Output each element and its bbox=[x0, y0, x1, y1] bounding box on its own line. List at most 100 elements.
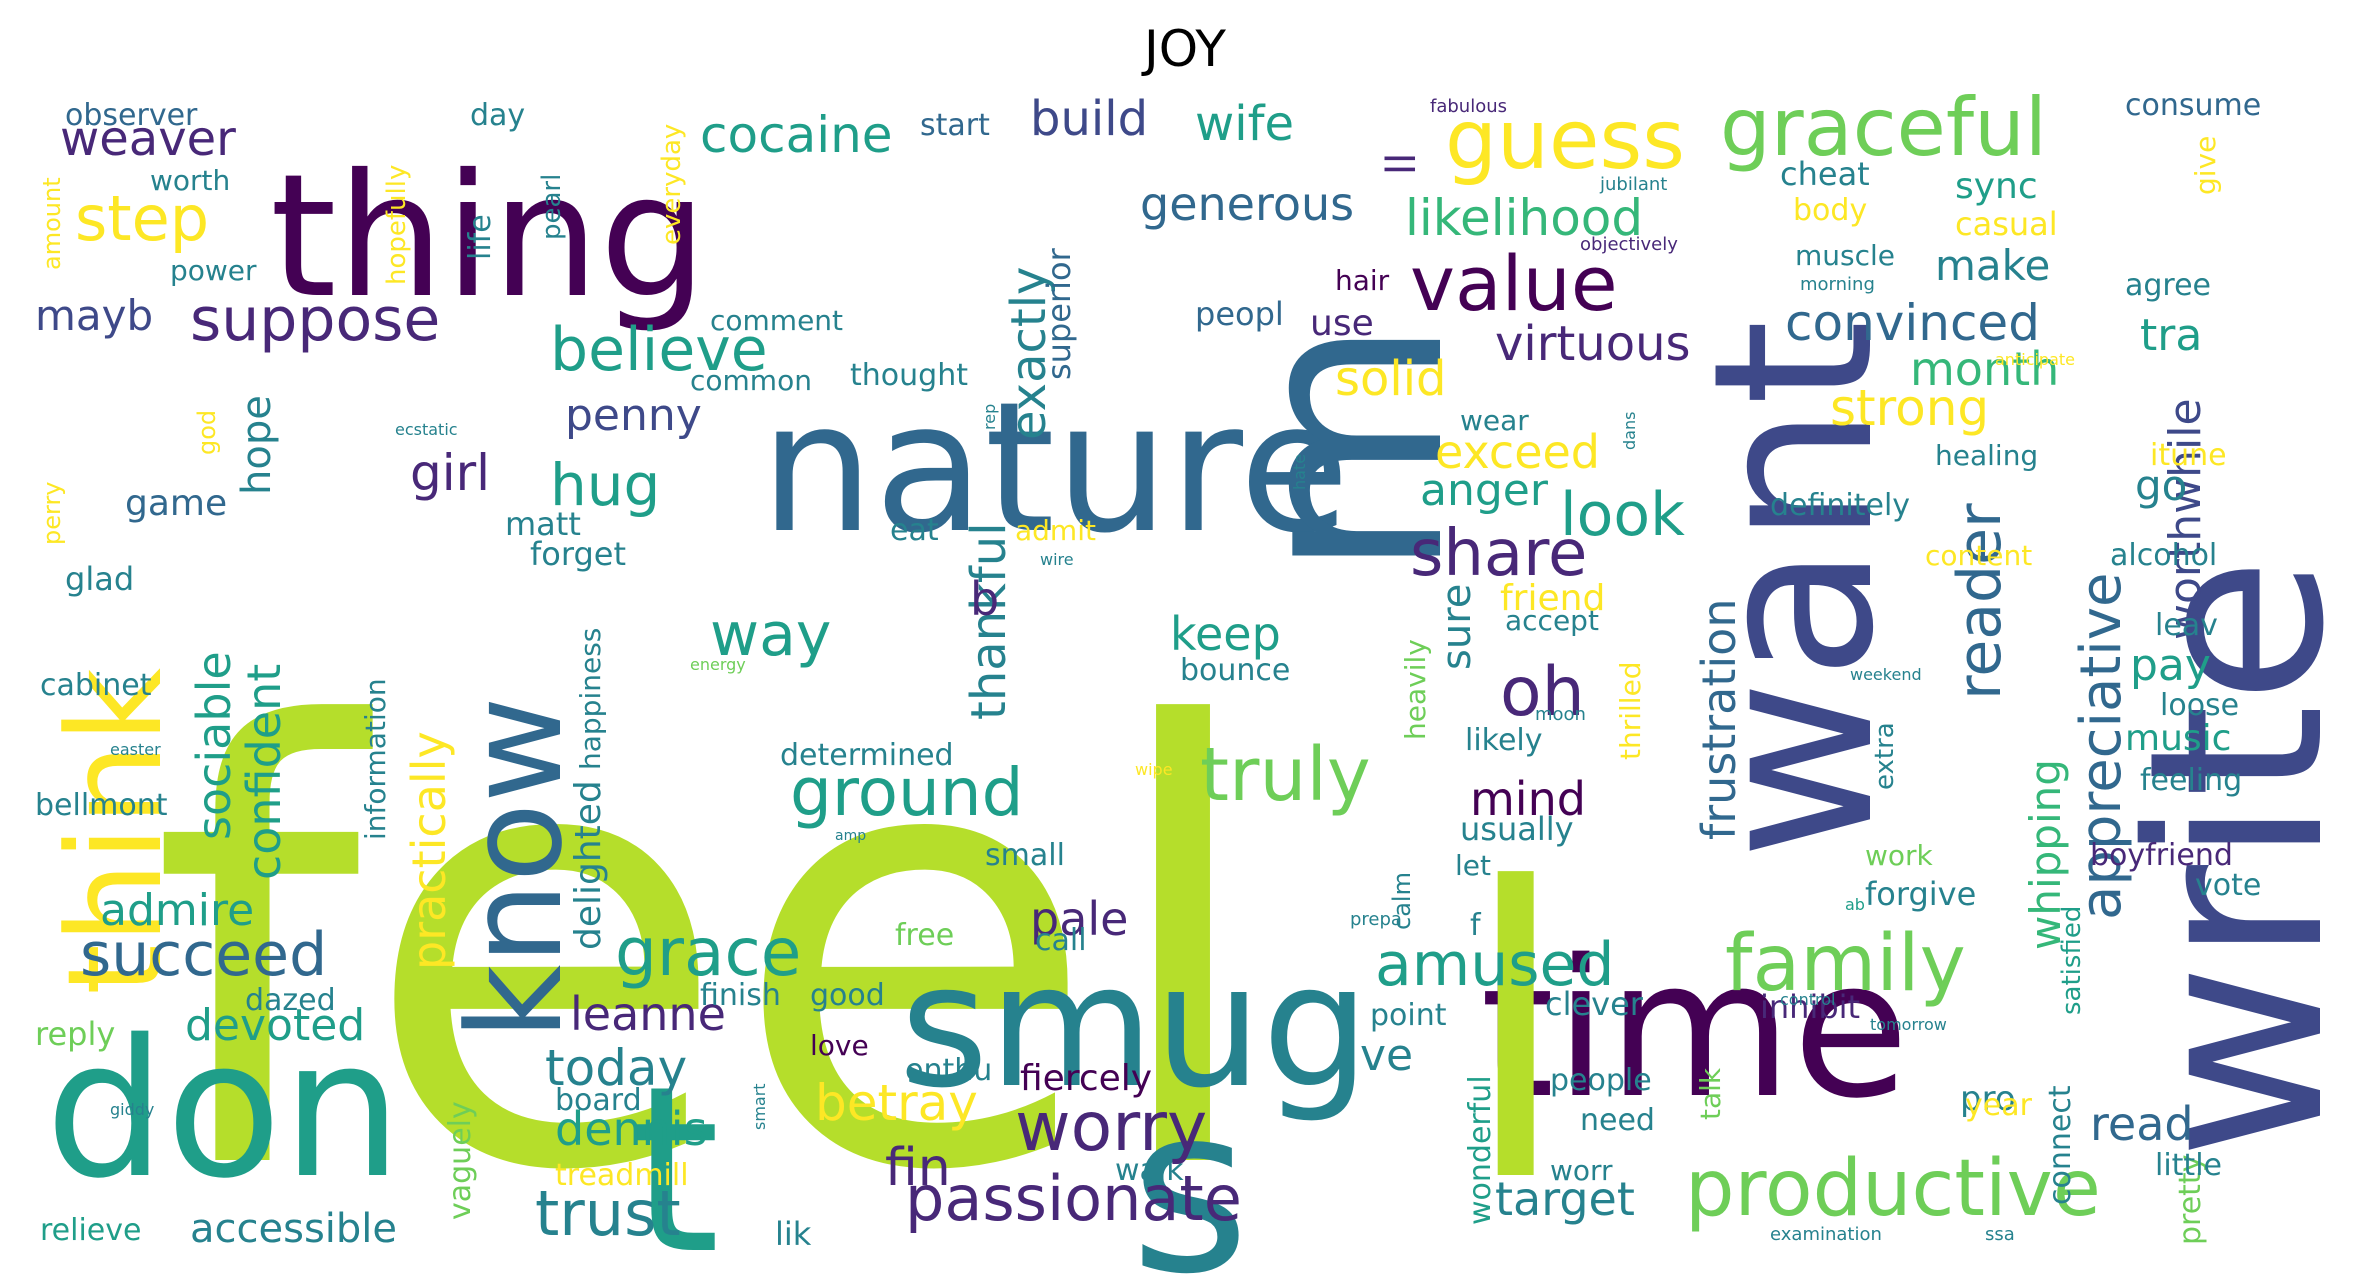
word-start: start bbox=[920, 108, 990, 143]
word-observer: observer bbox=[65, 98, 198, 133]
word-extra: extra bbox=[1870, 722, 1900, 790]
word-sure: sure bbox=[1434, 584, 1480, 670]
word-boyfriend: boyfriend bbox=[2090, 838, 2233, 873]
word-smug: smug bbox=[900, 928, 1370, 1126]
word-accessible: accessible bbox=[190, 1206, 397, 1252]
word-vaguely: vaguely bbox=[443, 1101, 478, 1220]
word-b: b bbox=[970, 572, 999, 626]
word-agree: agree bbox=[2125, 268, 2211, 303]
word-tra: tra bbox=[2140, 310, 2202, 361]
word-delighted: delighted bbox=[568, 780, 609, 950]
word-hate: hate bbox=[1290, 454, 1309, 490]
word-make: make bbox=[1935, 241, 2050, 290]
word-cheat: cheat bbox=[1780, 155, 1870, 193]
word-game: game bbox=[125, 483, 227, 524]
word-generous: generous bbox=[1140, 177, 1354, 231]
word-clever: clever bbox=[1545, 985, 1644, 1023]
word-want: want bbox=[1666, 320, 1922, 860]
word-everyday: everyday bbox=[657, 124, 687, 245]
word-sociable: sociable bbox=[187, 651, 241, 840]
word-confident: confident bbox=[237, 664, 291, 880]
word-mind: mind bbox=[1470, 772, 1586, 826]
word-hug: hug bbox=[550, 451, 660, 519]
word-power: power bbox=[170, 254, 257, 287]
word-hair: hair bbox=[1335, 264, 1390, 297]
word-consume: consume bbox=[2125, 88, 2261, 123]
word-appreciative: appreciative bbox=[2069, 573, 2134, 920]
word-worthwhile: worthwhile bbox=[2160, 398, 2211, 640]
word-time: time bbox=[1480, 919, 1909, 1140]
word-perry: perry bbox=[38, 481, 66, 545]
word-thought: thought bbox=[850, 358, 968, 393]
word-share: share bbox=[1410, 517, 1587, 591]
word-information: information bbox=[359, 678, 392, 840]
word-worth: worth bbox=[150, 164, 230, 197]
word-frustration: frustration bbox=[1692, 599, 1746, 840]
word-hope: hope bbox=[234, 395, 280, 495]
word-dans: dans bbox=[1620, 412, 1639, 450]
word-betray: betray bbox=[815, 1074, 978, 1132]
word-god: god bbox=[193, 410, 221, 455]
chart-title: JOY bbox=[1144, 20, 1226, 78]
word-energy: energy bbox=[690, 655, 746, 674]
word-admire: admire bbox=[100, 885, 254, 936]
word-morning: morning bbox=[1800, 274, 1875, 295]
word-weaver: weaver bbox=[60, 111, 236, 167]
word-know: know bbox=[439, 696, 591, 1040]
word-strong: strong bbox=[1830, 379, 1989, 437]
word-matt: matt bbox=[505, 505, 581, 543]
word-thrilled: thrilled bbox=[1614, 661, 1647, 760]
word-s: s bbox=[1130, 1058, 1250, 1278]
word-determined: determined bbox=[780, 738, 954, 773]
word-objectively: objectively bbox=[1580, 234, 1678, 255]
word-convinced: convinced bbox=[1785, 294, 2040, 352]
word-f: f bbox=[1470, 908, 1482, 943]
word-call: call bbox=[1035, 923, 1087, 958]
word-hopefully: hopefully bbox=[382, 165, 412, 285]
word-connect: connect bbox=[2043, 1085, 2078, 1205]
word-leanne: leanne bbox=[570, 987, 726, 1041]
word-tomorrow: tomorrow bbox=[1870, 1015, 1947, 1034]
word-step: step bbox=[75, 182, 209, 255]
word-casual: casual bbox=[1955, 205, 2058, 243]
word-ab: ab bbox=[1845, 895, 1865, 914]
word-music: music bbox=[2125, 718, 2231, 759]
word-pro: pro bbox=[1960, 1079, 2016, 1119]
word-give: give bbox=[2189, 136, 2222, 195]
word-control: control bbox=[1780, 990, 1835, 1009]
word-productive: productive bbox=[1685, 1144, 2101, 1234]
word-accept: accept bbox=[1505, 604, 1599, 637]
word-reader: reader bbox=[1945, 503, 2015, 700]
word-happiness: happiness bbox=[574, 628, 607, 770]
word-likelihood: likelihood bbox=[1405, 189, 1643, 247]
word-talk: talk bbox=[1694, 1067, 1727, 1120]
word-rep: rep bbox=[980, 404, 999, 430]
word-ground: ground bbox=[790, 754, 1024, 831]
word-worr: worr bbox=[1550, 1154, 1613, 1187]
word-pearl: pearl bbox=[537, 174, 567, 240]
word-devoted: devoted bbox=[185, 1000, 365, 1051]
word-feeling: feeling bbox=[2140, 763, 2242, 798]
word-walk: walk bbox=[1115, 1153, 1184, 1188]
word-prepa: prepa bbox=[1350, 909, 1402, 930]
word-definitely: definitely bbox=[1770, 488, 1910, 523]
word-write: write bbox=[2097, 557, 2370, 1160]
word-common: common bbox=[690, 364, 812, 397]
word-family: family bbox=[1725, 919, 1966, 1009]
word-thing: thing bbox=[270, 138, 707, 336]
word-lik: lik bbox=[775, 1215, 812, 1253]
word-believe: believe bbox=[550, 315, 768, 385]
word-amp: amp bbox=[835, 828, 866, 844]
word-need: need bbox=[1580, 1103, 1655, 1138]
word-heavily: heavily bbox=[1399, 639, 1432, 740]
word-reply: reply bbox=[35, 1015, 115, 1053]
word-content: content bbox=[1925, 539, 2032, 572]
word-amused: amused bbox=[1375, 930, 1615, 1000]
word-forgive: forgive bbox=[1865, 875, 1976, 913]
word-solid: solid bbox=[1335, 351, 1447, 407]
word-alcohol: alcohol bbox=[2110, 538, 2217, 573]
word-ll: ll bbox=[1379, 153, 1425, 175]
word-l: l bbox=[1460, 805, 1571, 1270]
word-finish: finish bbox=[700, 978, 781, 1013]
word-worry: worry bbox=[1015, 1088, 1207, 1167]
